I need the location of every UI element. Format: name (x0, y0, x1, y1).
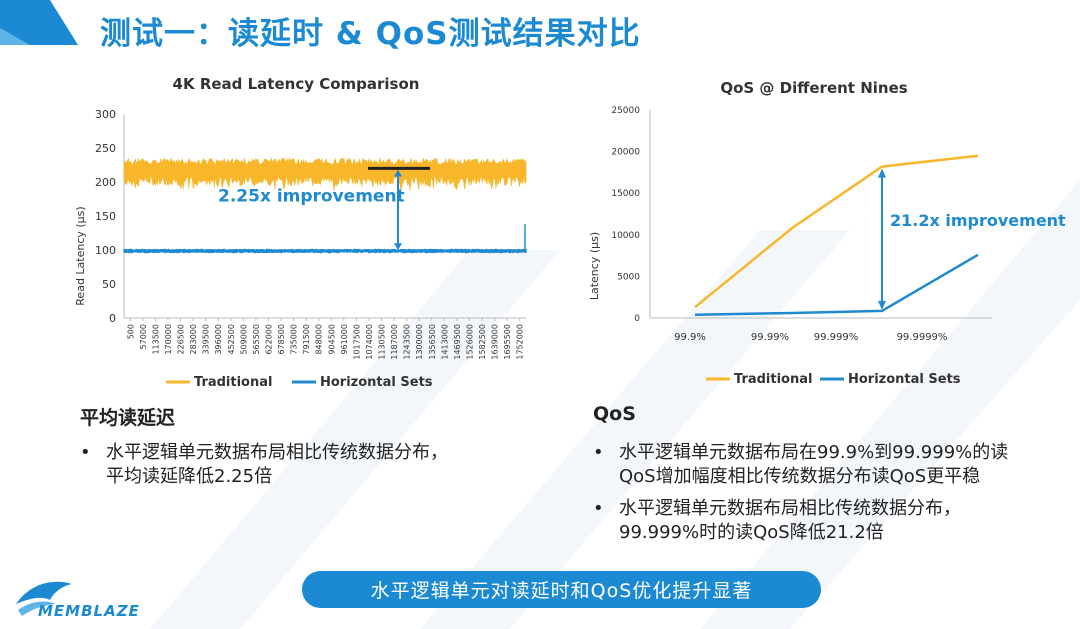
x-tick-label: 848000 (315, 324, 324, 355)
x-tick-label: 565500 (252, 324, 261, 355)
bullet-item: • 水平逻辑单元数据布局在99.9%到99.999%的读 QoS增加幅度相比传统数据… (591, 441, 1076, 489)
y-tick-label: 50 (102, 278, 116, 291)
x-tick-label: 396000 (214, 324, 223, 355)
x-tick-label: 99.9999% (897, 332, 948, 343)
bullet-text-line: 水平逻辑单元数据布局相比传统数据分布， (106, 442, 448, 463)
bullet-marker: • (593, 442, 604, 463)
x-tick-label: 961000 (340, 324, 349, 355)
x-tick-label: 1130500 (378, 324, 387, 360)
annotation-arrowhead-top (878, 168, 886, 178)
bullet-marker: • (80, 442, 91, 463)
legend-label: Horizontal Sets (848, 372, 961, 387)
right-bullet-list: • 水平逻辑单元数据布局在99.9%到99.999%的读 QoS增加幅度相比传统数据… (591, 441, 1076, 553)
bullet-text-line: 99.999%时的读QoS降低21.2倍 (619, 522, 884, 543)
x-tick-label: 678500 (277, 324, 286, 355)
chart-title: 4K Read Latency Comparison (173, 75, 420, 93)
x-tick-label: 1526000 (465, 324, 474, 360)
x-tick-label: 1582500 (478, 324, 487, 360)
y-tick-label: 200 (95, 176, 116, 189)
x-tick-label: 1469500 (453, 324, 462, 360)
legend-label: Traditional (194, 375, 272, 390)
bullet-text-line: 水平逻辑单元数据布局在99.9%到99.999%的读 (619, 442, 1009, 463)
x-tick-label: 1413000 (440, 324, 449, 360)
x-tick-label: 99.9% (674, 332, 706, 343)
read-latency-chart: 4K Read Latency Comparison Read Latency … (74, 75, 527, 390)
legend-label: Horizontal Sets (320, 375, 433, 390)
right-section-heading: QoS (593, 403, 636, 425)
y-tick-label: 25000 (611, 106, 640, 116)
page-title: 测试一：读延时 & QoS测试结果对比 (100, 16, 641, 52)
x-tick-label: 1639000 (491, 324, 500, 360)
x-tick-label: 622000 (264, 324, 273, 355)
series-horizontal-sets-band (123, 248, 527, 254)
y-tick-label: 300 (95, 108, 116, 121)
x-tick-label: 226500 (177, 324, 186, 355)
annotation-arrowhead-top (394, 169, 402, 177)
x-tick-label: 500 (126, 324, 135, 339)
bullet-item: • 水平逻辑单元数据布局相比传统数据分布， 99.999%时的读QoS降低21.2倍 (591, 497, 1076, 545)
x-tick-label: 283000 (189, 324, 198, 355)
legend-label: Traditional (734, 372, 812, 387)
x-tick-label: 1017500 (352, 324, 361, 360)
x-tick-label: 1074000 (365, 324, 374, 360)
y-tick-label: 100 (95, 244, 116, 257)
x-tick-label: 1187000 (390, 324, 399, 360)
y-tick-label: 10000 (611, 231, 640, 241)
left-section-heading: 平均读延迟 (80, 407, 176, 429)
x-tick-label: 57000 (139, 324, 148, 349)
summary-banner-text: 水平逻辑单元对读延时和QoS优化提升显著 (370, 580, 753, 602)
bullet-text-line: 平均读延降低2.25倍 (106, 466, 273, 487)
annotation-label: 21.2x improvement (890, 211, 1066, 230)
y-tick-label: 5000 (617, 272, 640, 282)
x-tick-label: 1752000 (516, 324, 525, 360)
bullet-text-line: 水平逻辑单元数据布局相比传统数据分布， (619, 498, 961, 519)
chart-title: QoS @ Different Nines (720, 79, 907, 97)
x-tick-label: 1300000 (415, 324, 424, 360)
series-traditional-band (123, 157, 527, 191)
x-tick-label: 735000 (290, 324, 299, 355)
memblaze-logo: MEMBLAZE (16, 581, 140, 620)
logo-wordmark: MEMBLAZE (38, 602, 140, 620)
y-tick-label: 15000 (611, 189, 640, 199)
x-tick-label: 904500 (327, 324, 336, 355)
bullet-item: • 水平逻辑单元数据布局相比传统数据分布， 平均读延降低2.25倍 (78, 441, 548, 489)
bullet-marker: • (593, 498, 604, 519)
bullet-text-line: QoS增加幅度相比传统数据分布读QoS更平稳 (619, 466, 981, 487)
x-tick-label: 113500 (151, 324, 160, 355)
y-tick-label: 250 (95, 142, 116, 155)
annotation-label: 2.25x improvement (218, 187, 405, 207)
y-tick-label: 0 (634, 314, 640, 324)
annotation-arrowhead-bottom (394, 243, 402, 250)
x-tick-label: 791500 (302, 324, 311, 355)
series-horizontal-sets-line (694, 253, 979, 316)
x-tick-label: 99.99% (751, 332, 789, 343)
x-tick-label: 99.999% (814, 332, 859, 343)
y-tick-label: 0 (109, 312, 116, 325)
y-tick-label: 150 (95, 210, 116, 223)
x-tick-label: 509000 (239, 324, 248, 355)
y-axis-label: Latency (µs) (588, 232, 601, 300)
x-tick-label: 1243500 (403, 324, 412, 360)
series-traditional-line (694, 154, 979, 309)
annotation-arrowhead-bottom (878, 300, 886, 310)
x-tick-label: 339500 (202, 324, 211, 355)
x-tick-label: 1695500 (503, 324, 512, 360)
title-accent-shape (0, 0, 78, 45)
left-bullet-list: • 水平逻辑单元数据布局相比传统数据分布， 平均读延降低2.25倍 (78, 441, 548, 497)
x-tick-label: 452500 (227, 324, 236, 355)
summary-banner: 水平逻辑单元对读延时和QoS优化提升显著 (302, 571, 821, 608)
y-axis-label: Read Latency (µs) (74, 206, 87, 305)
y-tick-label: 20000 (611, 148, 640, 158)
qos-chart: QoS @ Different Nines Latency (µs) 0 5000… (588, 79, 1066, 387)
x-tick-label: 170000 (164, 324, 173, 355)
x-tick-label: 1356500 (428, 324, 437, 360)
